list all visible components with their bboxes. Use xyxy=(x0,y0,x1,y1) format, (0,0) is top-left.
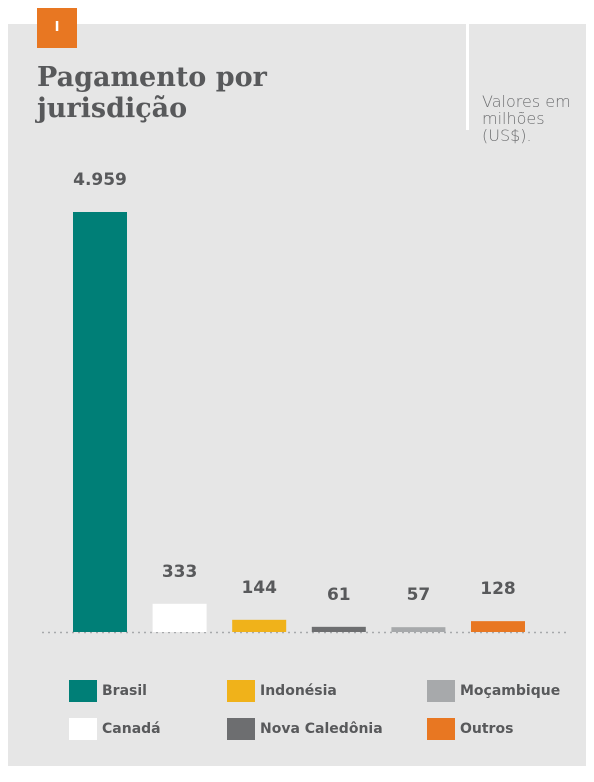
value-label: 333 xyxy=(162,562,198,582)
bar xyxy=(152,603,207,632)
value-label: 57 xyxy=(407,585,431,605)
legend-label: Moçambique xyxy=(460,683,560,699)
value-label: 61 xyxy=(327,585,351,605)
legend-swatch xyxy=(69,680,97,702)
value-label: 144 xyxy=(241,578,277,598)
legend-label: Canadá xyxy=(102,721,161,737)
bar xyxy=(391,627,446,632)
bar xyxy=(311,626,366,632)
legend-swatch xyxy=(227,718,255,740)
value-label: 128 xyxy=(480,579,516,599)
chart-subtitle: Valores em milhões (US$). xyxy=(482,92,571,145)
bar xyxy=(471,621,525,632)
legend-swatch xyxy=(227,680,255,702)
legend-label: Outros xyxy=(460,721,513,737)
chart-title: Pagamento por jurisdição xyxy=(37,62,267,124)
legend-swatch xyxy=(427,680,455,702)
divider xyxy=(466,24,469,130)
legend-swatch xyxy=(69,718,97,740)
badge: I xyxy=(37,8,77,48)
legend-label: Brasil xyxy=(102,683,147,699)
legend-label: Indonésia xyxy=(260,683,337,699)
bar xyxy=(232,619,287,632)
legend-swatch xyxy=(427,718,455,740)
value-label: 4.959 xyxy=(73,170,127,190)
legend-label: Nova Caledônia xyxy=(260,721,383,737)
bar xyxy=(73,212,127,632)
